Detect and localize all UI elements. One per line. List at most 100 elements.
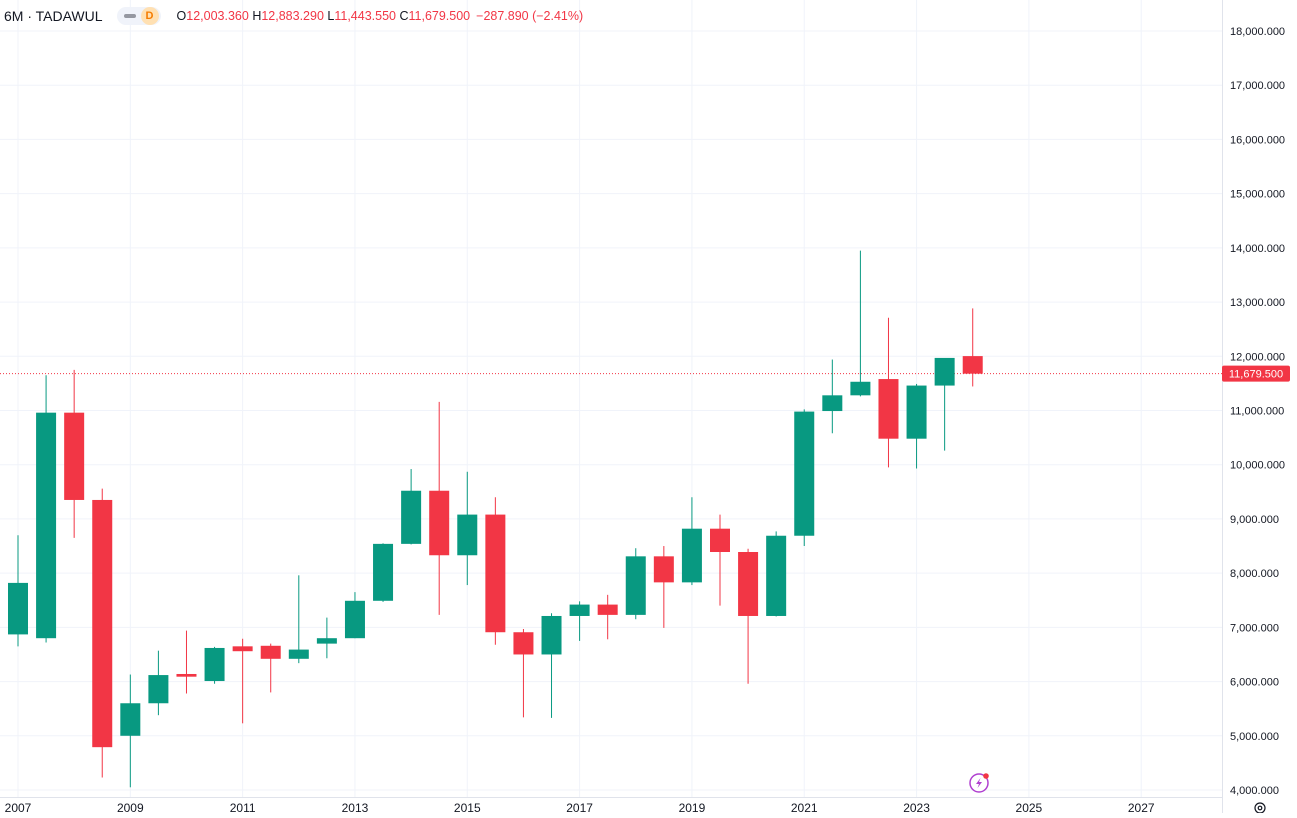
candle-body [794,411,815,536]
candle-body [822,395,843,412]
time-tick-label: 2027 [1128,801,1155,813]
high-value: 12,883.290 [261,9,324,23]
candle-body [485,514,506,633]
candle-body [232,646,253,652]
time-tick-label: 2025 [1016,801,1043,813]
candle[interactable] [906,383,927,469]
candle-body [92,499,113,748]
candle[interactable] [569,601,590,641]
time-tick-label: 2007 [5,801,32,813]
candles [8,250,983,788]
high-label: H [252,9,262,23]
price-tick-label: 9,000.000 [1230,514,1279,526]
time-tick-label: 2021 [791,801,818,813]
candle-body [625,556,646,615]
hide-icon [123,14,136,18]
candle-body [36,412,57,639]
time-tick-label: 2015 [454,801,481,813]
candle[interactable] [513,628,534,718]
candle[interactable] [457,471,478,586]
candle-body [653,556,674,583]
price-axis: 4,000.000 5,000.000 6,000.000 7,000.000 8,00… [1222,26,1290,797]
close-value: 11,679.500 [408,9,471,23]
candle[interactable] [794,409,815,547]
candle[interactable] [934,357,955,451]
candle[interactable] [962,308,983,387]
candle-body [344,600,365,639]
time-tick-label: 2023 [903,801,930,813]
settings-icon[interactable] [1254,802,1266,814]
candle[interactable] [288,575,309,664]
candle[interactable] [373,543,394,602]
candle[interactable] [204,646,225,684]
candle[interactable] [738,548,759,684]
candle-body [962,356,983,374]
candle[interactable] [681,497,702,586]
candle[interactable] [822,359,843,434]
candle-body [64,412,85,500]
candle[interactable] [850,250,871,397]
time-tick-label: 2013 [342,801,369,813]
low-value: 11,443.550 [334,9,396,23]
price-tick-label: 6,000.000 [1230,677,1279,689]
candle-body [176,673,197,677]
price-tick-label: 11,000.000 [1230,406,1284,418]
candle[interactable] [485,497,506,645]
candle-body [373,543,394,601]
price-tick-label: 12,000.000 [1230,351,1285,363]
candle[interactable] [401,469,422,545]
candle-body [710,528,730,552]
candle[interactable] [8,535,28,647]
time-tick-label: 2009 [117,801,144,813]
candle-body [878,379,899,439]
symbol-title[interactable]: 6M · TADAWUL [4,8,103,24]
candle-body [766,535,787,616]
candle-body [597,604,618,615]
candle[interactable] [625,548,646,620]
price-tick-label: 14,000.000 [1230,243,1285,255]
candle-body [120,703,141,736]
candle[interactable] [766,531,787,617]
price-tick-label: 15,000.000 [1230,189,1285,201]
ohlc-values: O12,003.360 H12,883.290 L11,443.550 C11,… [177,9,471,23]
candle[interactable] [597,594,618,640]
price-tick-label: 7,000.000 [1230,622,1279,634]
candle-body [8,582,28,635]
price-tick-label: 5,000.000 [1230,731,1279,743]
visibility-toggle[interactable]: D [116,7,161,25]
price-tick-label: 16,000.000 [1230,134,1285,146]
candle[interactable] [878,317,899,468]
candle-body [316,638,337,644]
candle[interactable] [232,638,253,724]
candle[interactable] [344,592,365,639]
change-value: −287.890 (−2.41%) [476,9,584,23]
price-tick-label: 18,000.000 [1230,26,1285,38]
time-axis: 2007 2009 2011 2013 2015 2017 2019 2021 2023 2025… [5,801,1155,815]
low-label: L [327,9,335,23]
candle-body [541,615,562,655]
time-tick-label: 2011 [230,801,256,813]
price-tick-label: 4,000.000 [1230,785,1279,797]
candle[interactable] [316,617,337,659]
price-tick-label: 8,000.000 [1230,568,1279,580]
chart-legend: 6M · TADAWUL D O12,003.360 H12,883.290 L… [0,0,583,32]
candle-body [288,649,309,659]
candle[interactable] [176,630,197,694]
candle[interactable] [36,375,57,643]
candle[interactable] [64,369,85,538]
candle-body [457,514,478,556]
candle[interactable] [120,674,141,788]
candle[interactable] [260,643,281,693]
candle[interactable] [429,401,450,615]
candle[interactable] [541,613,562,718]
candle-body [681,528,702,583]
candle-body [934,357,955,386]
candle[interactable] [148,650,169,716]
dividend-badge[interactable]: D [140,7,159,25]
candle[interactable] [92,488,113,778]
candle[interactable] [653,546,674,628]
lightning-icon[interactable] [969,773,989,793]
candle[interactable] [710,514,730,606]
